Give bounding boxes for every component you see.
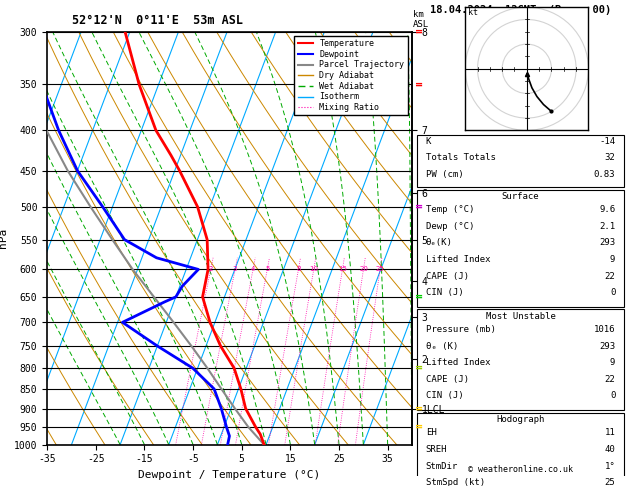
- Y-axis label: hPa: hPa: [0, 228, 8, 248]
- Text: PW (cm): PW (cm): [426, 170, 464, 179]
- Text: θₑ (K): θₑ (K): [426, 342, 458, 351]
- Text: -14: -14: [599, 137, 615, 145]
- Text: 4: 4: [251, 266, 255, 273]
- Text: 293: 293: [599, 342, 615, 351]
- Text: 25: 25: [604, 478, 615, 486]
- Text: 8: 8: [296, 266, 301, 273]
- Text: Totals Totals: Totals Totals: [426, 153, 496, 162]
- Text: 40: 40: [604, 445, 615, 454]
- Text: 2.1: 2.1: [599, 222, 615, 231]
- Text: 10: 10: [309, 266, 318, 273]
- Text: 0: 0: [610, 288, 615, 297]
- Text: StmSpd (kt): StmSpd (kt): [426, 478, 485, 486]
- Text: Hodograph: Hodograph: [496, 415, 545, 424]
- Text: θₑ(K): θₑ(K): [426, 239, 452, 247]
- Text: =: =: [415, 292, 423, 302]
- FancyBboxPatch shape: [417, 310, 624, 410]
- Text: 32: 32: [604, 153, 615, 162]
- Text: Dewp (°C): Dewp (°C): [426, 222, 474, 231]
- Text: 0.83: 0.83: [594, 170, 615, 179]
- FancyBboxPatch shape: [417, 190, 624, 307]
- Text: =: =: [415, 363, 423, 373]
- Text: Lifted Index: Lifted Index: [426, 358, 490, 367]
- FancyBboxPatch shape: [417, 135, 624, 187]
- Text: EH: EH: [426, 429, 437, 437]
- FancyBboxPatch shape: [417, 413, 624, 486]
- Text: 22: 22: [604, 375, 615, 384]
- Text: CIN (J): CIN (J): [426, 391, 464, 400]
- Text: 52°12'N  0°11'E  53m ASL: 52°12'N 0°11'E 53m ASL: [72, 14, 243, 27]
- Text: 18.04.2024  12GMT  (Base: 00): 18.04.2024 12GMT (Base: 00): [430, 5, 611, 15]
- Text: SREH: SREH: [426, 445, 447, 454]
- Text: 5: 5: [265, 266, 269, 273]
- Text: 0: 0: [610, 391, 615, 400]
- Text: km
ASL: km ASL: [413, 10, 429, 29]
- Text: 9: 9: [610, 255, 615, 264]
- Text: 22: 22: [604, 272, 615, 280]
- Text: =: =: [415, 202, 423, 212]
- Text: =: =: [415, 403, 423, 414]
- Text: Temp (°C): Temp (°C): [426, 205, 474, 214]
- Text: Surface: Surface: [502, 192, 539, 201]
- Legend: Temperature, Dewpoint, Parcel Trajectory, Dry Adiabat, Wet Adiabat, Isotherm, Mi: Temperature, Dewpoint, Parcel Trajectory…: [294, 36, 408, 115]
- Text: 25: 25: [376, 266, 384, 273]
- Text: CAPE (J): CAPE (J): [426, 272, 469, 280]
- Text: StmDir: StmDir: [426, 462, 458, 470]
- Text: 9.6: 9.6: [599, 205, 615, 214]
- Text: 15: 15: [338, 266, 347, 273]
- Text: 9: 9: [610, 358, 615, 367]
- Text: 293: 293: [599, 239, 615, 247]
- Text: Pressure (mb): Pressure (mb): [426, 325, 496, 334]
- Text: 2: 2: [209, 266, 213, 273]
- X-axis label: Dewpoint / Temperature (°C): Dewpoint / Temperature (°C): [138, 470, 321, 480]
- Text: 20: 20: [359, 266, 368, 273]
- Text: =: =: [415, 422, 423, 432]
- Text: CIN (J): CIN (J): [426, 288, 464, 297]
- Text: 1016: 1016: [594, 325, 615, 334]
- Text: Most Unstable: Most Unstable: [486, 312, 555, 321]
- Text: =: =: [415, 80, 423, 89]
- Text: 11: 11: [604, 429, 615, 437]
- Text: =: =: [415, 27, 423, 36]
- Text: CAPE (J): CAPE (J): [426, 375, 469, 384]
- Text: 1°: 1°: [604, 462, 615, 470]
- Text: K: K: [426, 137, 431, 145]
- Text: © weatheronline.co.uk: © weatheronline.co.uk: [468, 465, 573, 474]
- Text: Lifted Index: Lifted Index: [426, 255, 490, 264]
- Text: 3: 3: [233, 266, 237, 273]
